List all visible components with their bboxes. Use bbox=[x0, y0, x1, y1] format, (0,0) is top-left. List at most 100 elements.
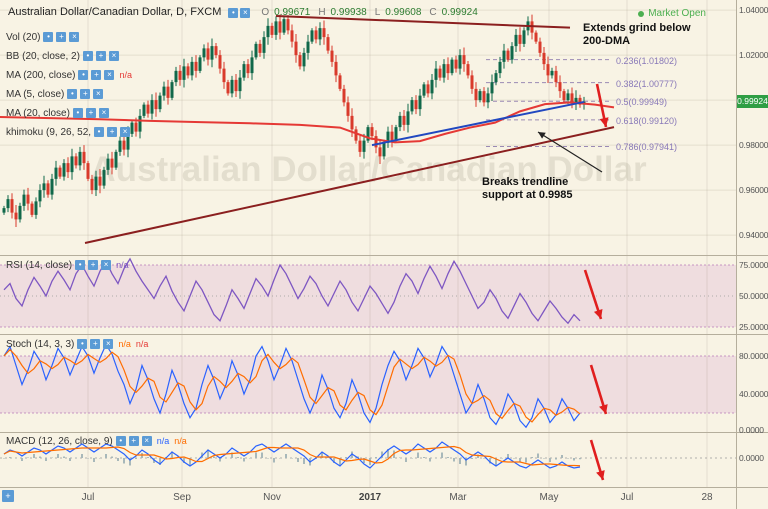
indicator-label: MA (20, close) bbox=[6, 107, 70, 119]
fib-level-label: 0.786(0.97941) bbox=[616, 142, 678, 153]
market-open-dot-icon bbox=[638, 10, 645, 17]
stoch-k-line bbox=[3, 343, 581, 429]
eye-icon[interactable]: • bbox=[115, 436, 126, 446]
ohlc-value: 0.99938 bbox=[330, 6, 367, 18]
ohlc-key: C bbox=[429, 6, 437, 18]
legend-row-macd: MACD (12, 26, close, 9) • + × n/a n/a bbox=[6, 435, 187, 447]
annotation-line: Extends grind below bbox=[583, 22, 691, 34]
settings-icon[interactable]: + bbox=[80, 89, 91, 99]
macd-axis-label: 0.0000 bbox=[739, 453, 764, 463]
price-axis-label: 0.98000 bbox=[739, 140, 768, 151]
eye-icon[interactable]: • bbox=[77, 339, 88, 349]
close-icon[interactable]: × bbox=[101, 260, 112, 270]
chart-title-row: Australian Dollar/Canadian Dollar, D, FX… bbox=[8, 6, 482, 18]
time-axis-label: 2017 bbox=[358, 492, 382, 503]
settings-icon[interactable]: + bbox=[85, 108, 96, 118]
close-icon[interactable]: × bbox=[240, 8, 251, 18]
indicator-label: BB (20, close, 2) bbox=[6, 50, 80, 62]
legend-row-main: MA (200, close) • + × n/a bbox=[6, 69, 132, 81]
settings-icon[interactable]: + bbox=[95, 51, 106, 61]
eye-icon[interactable]: • bbox=[94, 127, 105, 137]
fib-level-label: 0.618(0.99120) bbox=[616, 115, 678, 126]
time-axis-label: May bbox=[539, 492, 559, 503]
stoch-axis-label: 40.0000 bbox=[739, 389, 768, 399]
stoch-axis-label: 0.0000 bbox=[739, 425, 764, 435]
legend-row-main: MA (5, close) • + × bbox=[6, 88, 104, 100]
fib-level-label: 0.382(1.00777) bbox=[616, 78, 678, 89]
indicator-label: MA (200, close) bbox=[6, 69, 76, 81]
indicator-label: Vol (20) bbox=[6, 31, 41, 43]
stoch-axis-label: 80.0000 bbox=[739, 351, 768, 361]
close-icon[interactable]: × bbox=[93, 89, 104, 99]
rsi-axis-label: 75.0000 bbox=[739, 260, 768, 270]
time-axis-label: Jul bbox=[620, 492, 634, 503]
ohlc-key: H bbox=[318, 6, 326, 18]
stoch-d-line bbox=[3, 348, 581, 423]
time-axis-label: 28 bbox=[701, 492, 713, 503]
broken-trendline bbox=[371, 100, 585, 147]
support-trendline bbox=[84, 126, 615, 244]
settings-icon[interactable]: + bbox=[91, 70, 102, 80]
eye-icon[interactable]: • bbox=[82, 51, 93, 61]
eye-icon[interactable]: • bbox=[67, 89, 78, 99]
close-icon[interactable]: × bbox=[120, 127, 131, 137]
close-icon[interactable]: × bbox=[98, 108, 109, 118]
arrow-annotations bbox=[537, 83, 609, 481]
close-icon[interactable]: × bbox=[108, 51, 119, 61]
gridlines bbox=[0, 0, 736, 487]
price-axis-label: 0.94000 bbox=[739, 230, 768, 241]
oscillators bbox=[3, 257, 581, 469]
indicator-value: n/a bbox=[174, 436, 187, 446]
legend-row-stoch: Stoch (14, 3, 3) • + × n/a n/a bbox=[6, 338, 148, 350]
eye-icon[interactable]: • bbox=[228, 8, 239, 18]
annotation-line: Breaks trendline bbox=[482, 176, 569, 188]
eye-icon[interactable]: • bbox=[78, 70, 89, 80]
close-icon[interactable]: × bbox=[103, 339, 114, 349]
panel-toggle-icon[interactable]: + bbox=[2, 490, 14, 502]
settings-icon[interactable]: + bbox=[88, 260, 99, 270]
price-axis-label: 0.96000 bbox=[739, 185, 768, 196]
market-status: Market Open bbox=[638, 8, 706, 19]
fib-level-label: 0.5(0.99949) bbox=[616, 97, 668, 108]
legend-row-main: MA (20, close) • + × bbox=[6, 107, 109, 119]
annotation-line: support at 0.9985 bbox=[482, 189, 573, 201]
indicator-label: RSI (14, close) bbox=[6, 259, 73, 271]
settings-icon[interactable]: + bbox=[90, 339, 101, 349]
indicator-value: n/a bbox=[116, 260, 129, 270]
ohlc-value: 0.99608 bbox=[385, 6, 422, 18]
annotation-line: 200-DMA bbox=[583, 35, 631, 47]
candles bbox=[2, 14, 586, 228]
indicator-label: MACD (12, 26, close, 9) bbox=[6, 435, 113, 447]
ohlc-value: 0.99924 bbox=[441, 6, 478, 18]
overlay-lines bbox=[0, 14, 615, 244]
close-icon[interactable]: × bbox=[141, 436, 152, 446]
legend-row-main: BB (20, close, 2) • + × bbox=[6, 50, 119, 62]
close-icon[interactable]: × bbox=[69, 32, 80, 42]
settings-icon[interactable]: + bbox=[56, 32, 67, 42]
fib-level-label: 0.236(1.01802) bbox=[616, 55, 678, 66]
legend-row-main: Vol (20) • + × bbox=[6, 31, 80, 43]
close-icon[interactable]: × bbox=[104, 70, 115, 80]
eye-icon[interactable]: • bbox=[43, 32, 54, 42]
legend-row-rsi: RSI (14, close) • + × n/a bbox=[6, 259, 129, 271]
eye-icon[interactable]: • bbox=[75, 260, 86, 270]
ohlc-values: O 0.99671 H 0.99938 L 0.99608 C 0.99924 bbox=[261, 7, 481, 18]
time-axis-label: Nov bbox=[263, 492, 281, 503]
indicator-value: n/a bbox=[119, 70, 132, 80]
indicator-label: khimoku (9, 26, 52, bbox=[6, 126, 92, 138]
eye-icon[interactable]: • bbox=[72, 108, 83, 118]
text-annotation: Breaks trendline support at 0.9985 bbox=[482, 176, 572, 202]
price-axis-label: 1.02000 bbox=[739, 50, 768, 61]
settings-icon[interactable]: + bbox=[128, 436, 139, 446]
settings-icon[interactable]: + bbox=[107, 127, 118, 137]
macd-signal-line bbox=[3, 445, 581, 467]
time-axis-label: Mar bbox=[449, 492, 467, 503]
indicator-value: n/a bbox=[135, 339, 149, 349]
indicator-value: n/a bbox=[156, 436, 170, 446]
price-axis-label: 1.04000 bbox=[739, 5, 768, 16]
legend-row-main: khimoku (9, 26, 52, • + × bbox=[6, 126, 131, 138]
text-annotation: Extends grind below 200-DMA bbox=[583, 22, 691, 48]
